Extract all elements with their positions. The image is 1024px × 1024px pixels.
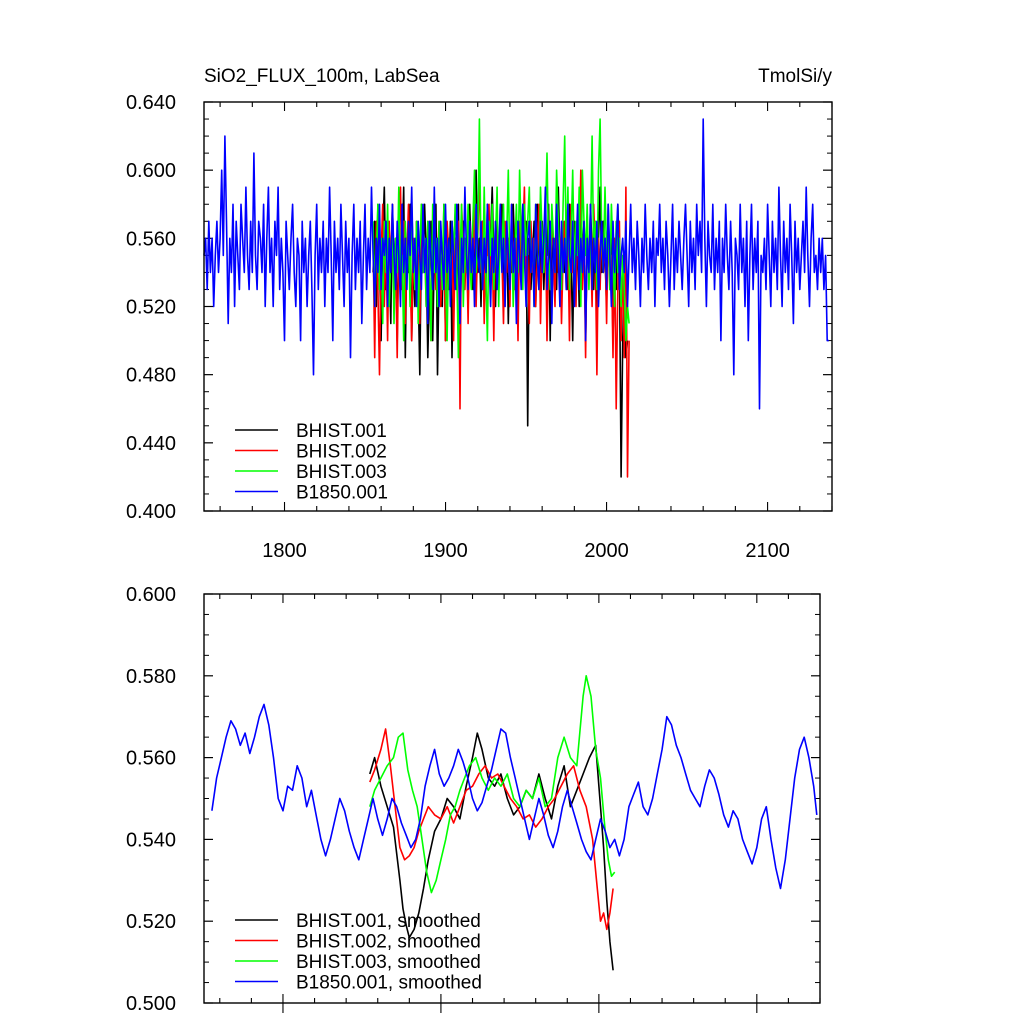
series-line [369, 675, 616, 894]
y-tick-label: 0.480 [126, 365, 176, 387]
y-tick-label: 0.520 [126, 911, 176, 933]
y-tick-label: 0.560 [126, 748, 176, 770]
x-tick-label: 1900 [423, 540, 468, 562]
axis-ticks: 0.400 0.440 0.480 0.520 0.560 0.600 0.640 1800 1… [126, 92, 833, 562]
y-tick-label: 0.400 [126, 501, 176, 523]
legend-label: BHIST.003, smoothed [296, 952, 481, 973]
y-tick-label: 0.500 [126, 993, 176, 1015]
plot-frame [203, 593, 821, 1004]
plot-area [211, 675, 818, 971]
y-tick-label: 0.560 [126, 228, 176, 250]
x-tick-label: 1800 [262, 540, 307, 562]
x-tick-label: 2000 [584, 540, 629, 562]
timeseries-panel-top: SiO2_FLUX_100m, LabSea TmolSi/y 0.4000.4… [126, 66, 833, 562]
y-tick-label: 0.440 [126, 433, 176, 455]
y-tick-label: 0.540 [126, 829, 176, 851]
legend-label: B1850.001 [296, 483, 388, 504]
series-line [211, 703, 818, 890]
plot-frame [203, 101, 833, 512]
smoothed-panel-bottom: 0.500 0.520 0.540 0.560 0.580 0.600 BHIST.001… [126, 584, 821, 1015]
y-tick-label: 0.580 [126, 666, 176, 688]
chart-title: SiO2_FLUX_100m, LabSea [204, 66, 440, 87]
legend-label: BHIST.001 [296, 421, 387, 442]
axis-ticks: 0.500 0.520 0.540 0.560 0.580 0.600 [126, 584, 821, 1015]
plot-area [203, 118, 829, 478]
y-tick-label: 0.600 [126, 160, 176, 182]
legend-label: B1850.001, smoothed [296, 973, 482, 994]
y-tick-label: 0.640 [126, 92, 176, 114]
series-line [203, 118, 829, 410]
legend-label: BHIST.002, smoothed [296, 932, 481, 953]
legend-label: BHIST.003 [296, 462, 387, 483]
x-tick-label: 2100 [745, 540, 790, 562]
series-line [369, 728, 614, 931]
y-tick-label: 0.600 [126, 584, 176, 606]
legend-label: BHIST.002 [296, 442, 387, 463]
units-label: TmolSi/y [758, 66, 832, 87]
legend-label: BHIST.001, smoothed [296, 911, 481, 932]
y-tick-label: 0.520 [126, 297, 176, 319]
